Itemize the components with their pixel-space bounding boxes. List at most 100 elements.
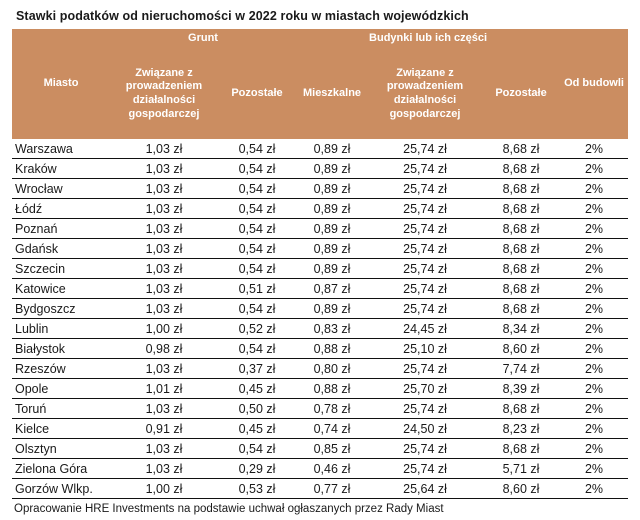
value-cell: 25,74 zł	[368, 218, 483, 239]
value-cell: 1,03 zł	[110, 358, 218, 379]
city-cell: Lublin	[12, 318, 110, 339]
city-cell: Wrocław	[12, 178, 110, 199]
property-tax-table: Miasto Grunt Budynki lub ich części Od b…	[12, 29, 629, 499]
value-cell: 2%	[560, 158, 629, 179]
city-cell: Gorzów Wlkp.	[12, 478, 110, 499]
column-header-miasto: Miasto	[12, 29, 110, 139]
value-cell: 0,54 zł	[218, 238, 297, 259]
value-cell: 1,03 zł	[110, 278, 218, 299]
table-row: Wrocław 1,03 zł 0,54 zł 0,89 zł 25,74 zł 8,68…	[12, 178, 629, 199]
value-cell: 25,74 zł	[368, 278, 483, 299]
value-cell: 25,74 zł	[368, 458, 483, 479]
value-cell: 25,74 zł	[368, 178, 483, 199]
table-row: Gorzów Wlkp. 1,00 zł 0,53 zł 0,77 zł 25,64 z…	[12, 478, 629, 499]
value-cell: 25,74 zł	[368, 158, 483, 179]
value-cell: 8,68 zł	[482, 178, 561, 199]
value-cell: 1,01 zł	[110, 378, 218, 399]
value-cell: 0,51 zł	[218, 278, 297, 299]
value-cell: 8,68 zł	[482, 278, 561, 299]
value-cell: 1,03 zł	[110, 178, 218, 199]
value-cell: 8,68 zł	[482, 438, 561, 459]
value-cell: 1,00 zł	[110, 318, 218, 339]
column-header-grunt-dzialalnosc: Związane z prowadzeniem działalności gos…	[110, 49, 218, 139]
value-cell: 0,54 zł	[218, 438, 297, 459]
value-cell: 0,37 zł	[218, 358, 297, 379]
value-cell: 0,54 zł	[218, 139, 297, 159]
value-cell: 8,68 zł	[482, 298, 561, 319]
group-header-budynki: Budynki lub ich części	[296, 29, 561, 49]
value-cell: 2%	[560, 318, 629, 339]
value-cell: 7,74 zł	[482, 358, 561, 379]
value-cell: 0,54 zł	[218, 298, 297, 319]
value-cell: 2%	[560, 178, 629, 199]
value-cell: 25,74 zł	[368, 198, 483, 219]
value-cell: 1,03 zł	[110, 458, 218, 479]
value-cell: 25,74 zł	[368, 358, 483, 379]
group-header-grunt: Grunt	[110, 29, 297, 49]
value-cell: 25,74 zł	[368, 238, 483, 259]
table-row: Olsztyn 1,03 zł 0,54 zł 0,85 zł 25,74 zł 8,68…	[12, 438, 629, 459]
value-cell: 0,50 zł	[218, 398, 297, 419]
value-cell: 0,91 zł	[110, 418, 218, 439]
value-cell: 8,68 zł	[482, 218, 561, 239]
value-cell: 2%	[560, 418, 629, 439]
value-cell: 8,60 zł	[482, 478, 561, 499]
city-cell: Rzeszów	[12, 358, 110, 379]
value-cell: 0,74 zł	[296, 418, 369, 439]
value-cell: 2%	[560, 478, 629, 499]
value-cell: 24,45 zł	[368, 318, 483, 339]
value-cell: 1,03 zł	[110, 298, 218, 319]
value-cell: 0,88 zł	[296, 378, 369, 399]
value-cell: 2%	[560, 218, 629, 239]
column-header-row: Związane z prowadzeniem działalności gos…	[12, 49, 628, 139]
value-cell: 0,98 zł	[110, 338, 218, 359]
value-cell: 0,89 zł	[296, 238, 369, 259]
value-cell: 8,34 zł	[482, 318, 561, 339]
value-cell: 0,89 zł	[296, 158, 369, 179]
value-cell: 0,83 zł	[296, 318, 369, 339]
group-header-row: Miasto Grunt Budynki lub ich części Od b…	[12, 29, 629, 139]
column-header-budynki-dzialalnosc: Związane z prowadzeniem działalności gos…	[368, 49, 483, 139]
value-cell: 1,03 zł	[110, 198, 218, 219]
value-cell: 8,60 zł	[482, 338, 561, 359]
value-cell: 8,68 zł	[482, 238, 561, 259]
value-cell: 0,88 zł	[296, 338, 369, 359]
value-cell: 5,71 zł	[482, 458, 561, 479]
table-row: Białystok 0,98 zł 0,54 zł 0,88 zł 25,10 zł 8,…	[12, 338, 629, 359]
city-cell: Bydgoszcz	[12, 298, 110, 319]
value-cell: 1,03 zł	[110, 438, 218, 459]
value-cell: 0,45 zł	[218, 378, 297, 399]
city-cell: Olsztyn	[12, 438, 110, 459]
value-cell: 25,70 zł	[368, 378, 483, 399]
value-cell: 1,00 zł	[110, 478, 218, 499]
value-cell: 2%	[560, 438, 629, 459]
table-row: Kraków 1,03 zł 0,54 zł 0,89 zł 25,74 zł 8,68 …	[12, 158, 629, 179]
value-cell: 0,80 zł	[296, 358, 369, 379]
value-cell: 2%	[560, 238, 629, 259]
table-header: Miasto Grunt Budynki lub ich części Od b…	[12, 29, 629, 139]
value-cell: 0,87 zł	[296, 278, 369, 299]
column-header-od-budowli: Od budowli	[560, 29, 629, 139]
value-cell: 0,78 zł	[296, 398, 369, 419]
table-row: Bydgoszcz 1,03 zł 0,54 zł 0,89 zł 25,74 zł 8,…	[12, 298, 629, 319]
table-row: Kielce 0,91 zł 0,45 zł 0,74 zł 24,50 zł 8,23 …	[12, 418, 629, 439]
city-cell: Kielce	[12, 418, 110, 439]
value-cell: 8,68 zł	[482, 258, 561, 279]
table-row: Toruń 1,03 zł 0,50 zł 0,78 zł 25,74 zł 8,68 z…	[12, 398, 629, 419]
value-cell: 0,85 zł	[296, 438, 369, 459]
table-row: Szczecin 1,03 zł 0,54 zł 0,89 zł 25,74 zł 8,6…	[12, 258, 629, 279]
table-row: Poznań 1,03 zł 0,54 zł 0,89 zł 25,74 zł 8,68 …	[12, 218, 629, 239]
value-cell: 2%	[560, 278, 629, 299]
value-cell: 8,68 zł	[482, 139, 561, 159]
city-cell: Warszawa	[12, 139, 110, 159]
value-cell: 0,54 zł	[218, 178, 297, 199]
value-cell: 8,68 zł	[482, 398, 561, 419]
city-cell: Katowice	[12, 278, 110, 299]
value-cell: 0,89 zł	[296, 218, 369, 239]
value-cell: 25,74 zł	[368, 398, 483, 419]
value-cell: 25,10 zł	[368, 338, 483, 359]
value-cell: 25,74 zł	[368, 139, 483, 159]
value-cell: 1,03 zł	[110, 258, 218, 279]
value-cell: 25,64 zł	[368, 478, 483, 499]
